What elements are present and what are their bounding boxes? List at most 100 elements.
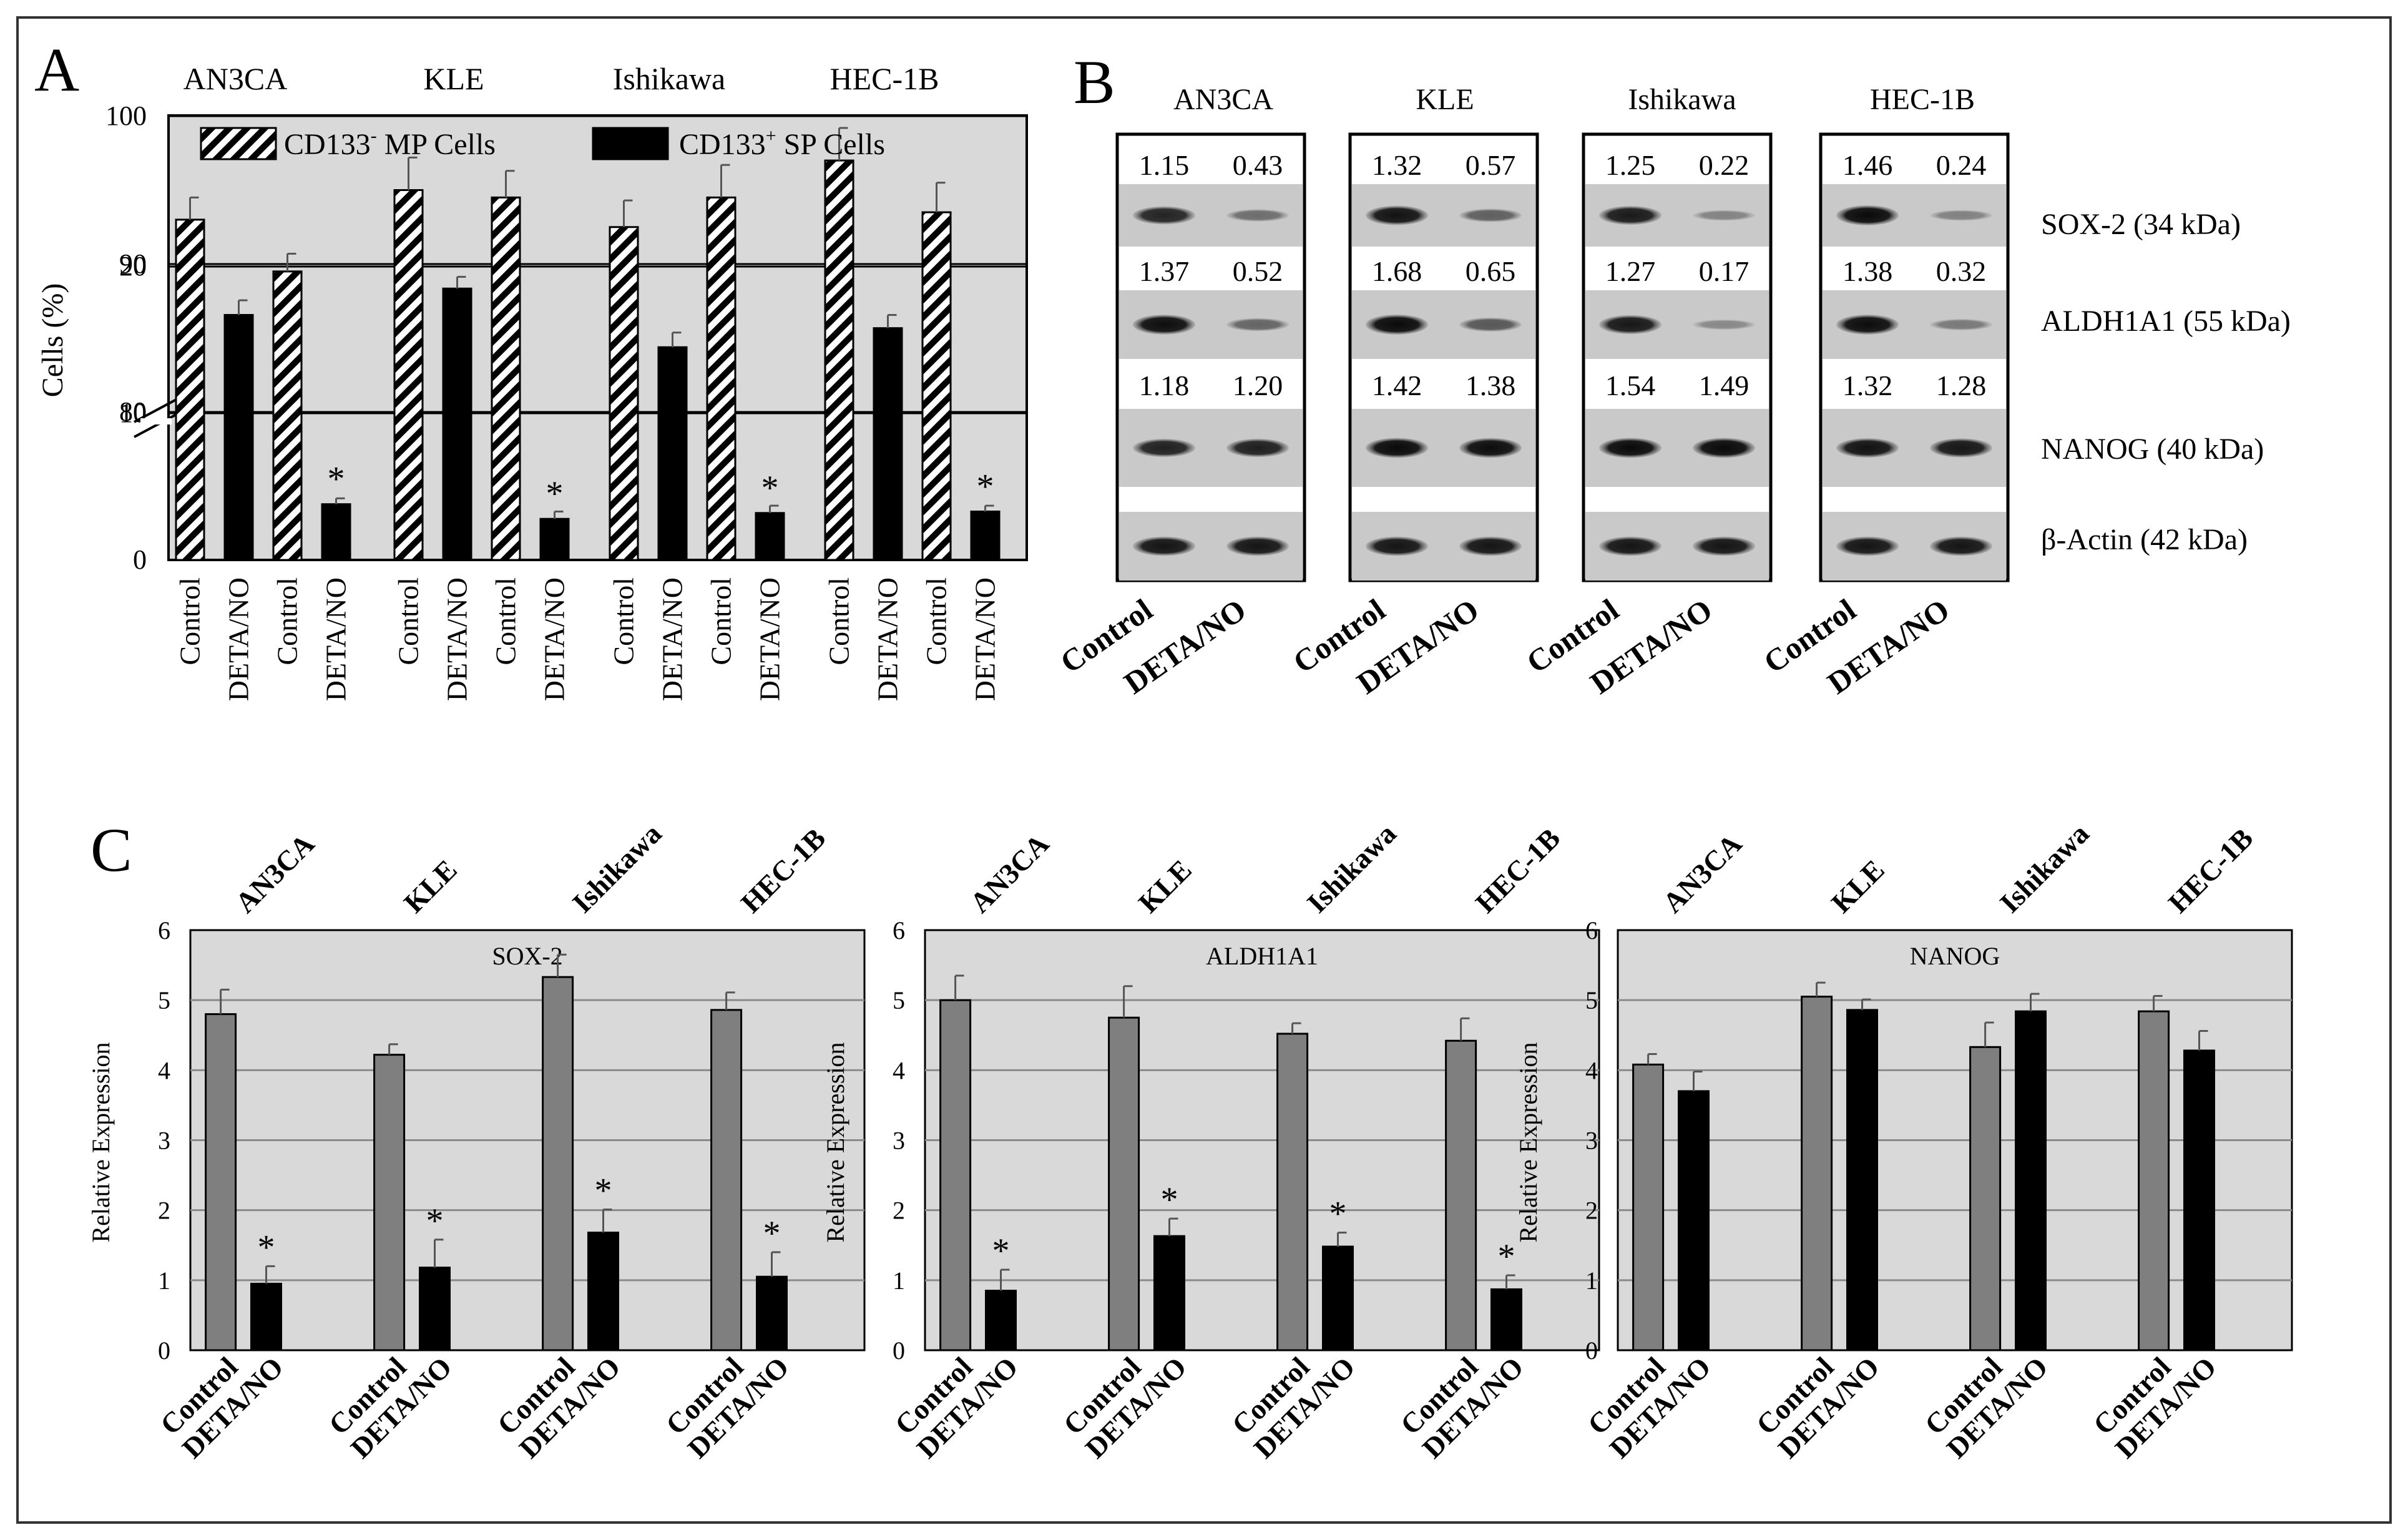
- y-label-C3: Relative Expression: [1514, 1042, 1542, 1242]
- x-label-a-0-3: DETA/NO: [320, 577, 352, 701]
- density-value-1-0-0: 1.32: [1372, 149, 1422, 181]
- chart-title-C3: NANOG: [1910, 942, 2000, 970]
- band-2-0-1: [1693, 210, 1755, 221]
- bar-C2-0-0: [939, 999, 972, 1351]
- x-label-a-1-2: Control: [490, 577, 522, 665]
- bar-C3-0-1: [1678, 1090, 1710, 1351]
- y-tick-C1-4: 4: [158, 1056, 170, 1084]
- significance-a-3: *: [977, 467, 994, 506]
- legend-swatch-mp: [200, 127, 277, 160]
- band-0-0-0: [1133, 206, 1195, 225]
- y-tick-C1-5: 5: [158, 986, 170, 1014]
- legend-label-sp: CD133+ SP Cells: [679, 125, 885, 161]
- bar-C1-1-1: [419, 1267, 451, 1351]
- bar-C3-3-1: [2183, 1049, 2215, 1351]
- band-1-0-1: [1459, 208, 1522, 222]
- density-value-1-2-0: 1.42: [1372, 370, 1422, 401]
- density-value-0-2-1: 1.20: [1233, 370, 1283, 401]
- y-tick-C3-1: 1: [1585, 1267, 1598, 1295]
- density-value-1-0-1: 0.57: [1466, 149, 1516, 181]
- x-label-a-0-1: DETA/NO: [223, 577, 255, 701]
- legend-label-sp-name: CD133: [679, 128, 766, 161]
- band-2-2-1: [1693, 438, 1755, 458]
- significance-C2-2: *: [1329, 1195, 1347, 1233]
- panel-label-a: A: [34, 35, 79, 104]
- band-1-1-1: [1459, 317, 1522, 332]
- x-label-a-0-2: Control: [272, 577, 303, 665]
- bar-a-0-2: [272, 270, 303, 561]
- significance-C1-2: *: [595, 1172, 612, 1210]
- bar-C1-0-0: [205, 1013, 237, 1351]
- band-0-2-0: [1133, 438, 1195, 458]
- density-value-1-1-0: 1.68: [1372, 255, 1422, 287]
- y-tick-a-4: 90: [119, 248, 147, 279]
- density-value-1-2-1: 1.38: [1466, 370, 1516, 401]
- bar-a-3-0: [824, 159, 854, 561]
- category-label-a-0: AN3CA: [184, 61, 288, 96]
- significance-C2-3: *: [1498, 1237, 1515, 1276]
- significance-C1-1: *: [426, 1202, 444, 1240]
- bar-C3-1-1: [1846, 1009, 1878, 1351]
- density-value-3-2-0: 1.32: [1843, 370, 1893, 401]
- category-label-a-2: Ishikawa: [613, 61, 726, 96]
- y-tick-C2-2: 2: [893, 1197, 905, 1225]
- y-tick-C2-5: 5: [893, 986, 905, 1014]
- bar-a-3-2: [921, 211, 952, 561]
- y-tick-a-0: 0: [133, 544, 147, 575]
- legend-swatch-sp: [592, 127, 669, 160]
- bar-C3-1-0: [1801, 996, 1833, 1351]
- legend-label-mp-sup: -: [371, 125, 377, 146]
- bar-C3-3-0: [2138, 1010, 2170, 1351]
- y-tick-C2-1: 1: [893, 1267, 905, 1295]
- density-value-3-1-0: 1.38: [1843, 255, 1893, 287]
- panel-label-c: C: [91, 815, 132, 885]
- significance-a-2: *: [761, 469, 779, 508]
- y-tick-C1-2: 2: [158, 1197, 170, 1225]
- bar-C2-3-1: [1490, 1288, 1522, 1351]
- band-1-2-1: [1459, 438, 1522, 458]
- band-3-3-0: [1836, 536, 1899, 556]
- y-tick-C2-6: 6: [893, 916, 905, 944]
- y-tick-C1-6: 6: [158, 916, 170, 944]
- legend-label-mp-name: CD133: [284, 128, 371, 161]
- y-label-C1: Relative Expression: [87, 1042, 115, 1242]
- band-1-2-0: [1366, 438, 1428, 458]
- x-label-a-3-0: Control: [823, 577, 855, 665]
- band-1-3-1: [1459, 536, 1522, 556]
- bar-a-2-2: [706, 196, 737, 561]
- legend-label-mp-rest: MP Cells: [377, 128, 496, 161]
- y-tick-C1-0: 0: [158, 1336, 170, 1365]
- x-label-a-1-3: DETA/NO: [539, 577, 570, 701]
- band-3-0-0: [1836, 205, 1899, 225]
- bar-a-2-1: [657, 346, 688, 561]
- bar-C3-0-0: [1632, 1063, 1665, 1351]
- band-0-1-0: [1133, 315, 1195, 335]
- bar-C1-2-0: [542, 976, 574, 1351]
- bar-a-0-1: [223, 314, 254, 561]
- category-label-a-1: KLE: [423, 61, 484, 96]
- band-2-3-0: [1599, 536, 1662, 556]
- band-2-0-0: [1599, 205, 1662, 225]
- bar-a-1-2: [491, 196, 521, 561]
- bar-C2-0-1: [985, 1290, 1017, 1351]
- y-label-a: Cells (%): [36, 283, 69, 398]
- protein-label-3: β-Actin (42 kDa): [2041, 523, 2248, 556]
- band-3-3-1: [1930, 536, 1992, 556]
- density-value-2-1-0: 1.27: [1605, 255, 1656, 287]
- bar-a-2-0: [609, 226, 639, 561]
- band-0-0-1: [1226, 209, 1289, 222]
- density-value-2-1-1: 0.17: [1699, 255, 1750, 287]
- x-label-a-2-3: DETA/NO: [754, 577, 786, 701]
- significance-a-1: *: [546, 474, 564, 513]
- significance-C1-0: *: [258, 1228, 275, 1267]
- panel-label-b: B: [1074, 47, 1115, 117]
- protein-label-2: NANOG (40 kDa): [2041, 433, 2264, 466]
- bar-C1-3-0: [710, 1009, 743, 1351]
- x-label-a-3-1: DETA/NO: [872, 577, 904, 701]
- band-0-2-1: [1226, 438, 1289, 458]
- bar-C3-2-1: [2015, 1010, 2047, 1351]
- axis-break-a-1: [134, 396, 182, 423]
